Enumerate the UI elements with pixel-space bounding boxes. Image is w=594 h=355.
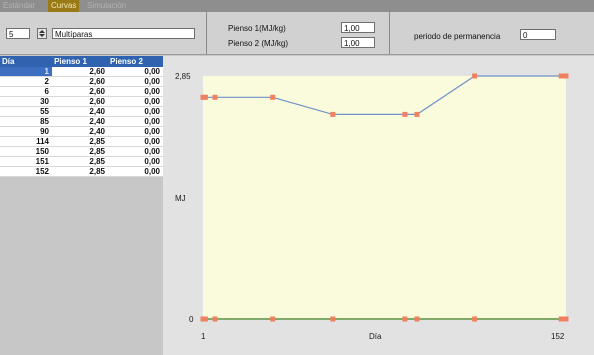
column-header-dia[interactable]: Día xyxy=(2,57,15,66)
table-row[interactable]: 1 2,60 0,00 xyxy=(0,67,163,77)
data-point-marker[interactable] xyxy=(414,111,420,117)
table-row[interactable]: 2 2,60 0,00 xyxy=(0,77,163,87)
cell-pienso1[interactable]: 2,60 xyxy=(89,87,105,96)
cell-dia[interactable]: 150 xyxy=(35,147,49,156)
table-row[interactable]: 151 2,85 0,00 xyxy=(0,157,163,167)
x-tick-max: 152 xyxy=(551,332,565,341)
cell-dia[interactable]: 30 xyxy=(40,97,49,106)
cell-pienso1[interactable]: 2,60 xyxy=(89,97,105,106)
cell-dia[interactable]: 2 xyxy=(44,77,49,86)
curve-count-stepper[interactable] xyxy=(37,28,47,39)
periodo-label: periodo de permanencia xyxy=(414,32,501,41)
cell-dia[interactable]: 90 xyxy=(40,127,49,136)
x-axis-label: Día xyxy=(369,332,382,341)
curve-count-field[interactable]: 5 xyxy=(6,28,30,39)
cell-dia[interactable]: 1 xyxy=(0,67,52,76)
y-tick-min: 0 xyxy=(189,315,194,324)
cell-pienso2[interactable]: 0,00 xyxy=(144,137,160,146)
table-row[interactable]: 152 2,85 0,00 xyxy=(0,167,163,177)
y-tick-max: 2,85 xyxy=(175,72,191,81)
data-point-marker[interactable] xyxy=(402,316,408,322)
data-point-marker[interactable] xyxy=(472,316,478,322)
cell-pienso2[interactable]: 0,00 xyxy=(144,107,160,116)
data-point-marker[interactable] xyxy=(202,94,208,100)
data-point-marker[interactable] xyxy=(414,316,420,322)
y-axis-label: MJ xyxy=(175,194,186,203)
table-header: Día Pienso 1 Pienso 2 xyxy=(0,56,163,67)
tab-simulacion[interactable]: Simulación xyxy=(87,1,127,10)
cell-pienso2[interactable]: 0,00 xyxy=(144,97,160,106)
cell-pienso1[interactable]: 2,85 xyxy=(89,167,105,176)
cell-pienso2[interactable]: 0,00 xyxy=(144,147,160,156)
cell-pienso2[interactable]: 0,00 xyxy=(144,87,160,96)
cell-pienso1[interactable]: 2,60 xyxy=(89,77,105,86)
pienso1-label: Pienso 1(MJ/kg) xyxy=(228,24,286,33)
data-point-marker[interactable] xyxy=(270,316,276,322)
cell-pienso1[interactable]: 2,40 xyxy=(89,127,105,136)
curve-name-field[interactable]: Multíparas xyxy=(52,28,195,39)
tab-estandar[interactable]: Estándar xyxy=(3,1,36,10)
column-header-pienso1[interactable]: Pienso 1 xyxy=(54,57,87,66)
cell-pienso2[interactable]: 0,00 xyxy=(144,117,160,126)
table-row[interactable]: 55 2,40 0,00 xyxy=(0,107,163,117)
cell-dia[interactable]: 85 xyxy=(40,117,49,126)
table-row[interactable]: 90 2,40 0,00 xyxy=(0,127,163,137)
data-point-marker[interactable] xyxy=(472,73,478,79)
data-point-marker[interactable] xyxy=(402,111,408,117)
data-point-marker[interactable] xyxy=(563,73,569,79)
toolbar-divider xyxy=(389,12,390,54)
table-row[interactable]: 30 2,60 0,00 xyxy=(0,97,163,107)
pienso2-energy-field[interactable]: 1,00 xyxy=(341,37,375,48)
data-point-marker[interactable] xyxy=(270,94,276,100)
toolbar-divider xyxy=(206,12,207,54)
cell-pienso2[interactable]: 0,00 xyxy=(144,67,160,76)
cell-dia[interactable]: 114 xyxy=(36,137,49,146)
table-row[interactable]: 85 2,40 0,00 xyxy=(0,117,163,127)
cell-pienso2[interactable]: 0,00 xyxy=(144,77,160,86)
cell-pienso1[interactable]: 2,85 xyxy=(89,137,105,146)
table-row[interactable]: 150 2,85 0,00 xyxy=(0,147,163,157)
pienso2-label: Pienso 2 (MJ/kg) xyxy=(228,39,289,48)
data-point-marker[interactable] xyxy=(212,316,218,322)
data-point-marker[interactable] xyxy=(563,316,569,322)
cell-pienso2[interactable]: 0,00 xyxy=(144,127,160,136)
cell-pienso1[interactable]: 2,40 xyxy=(89,107,105,116)
tab-curvas[interactable]: Curvas xyxy=(48,0,80,12)
cell-pienso2[interactable]: 0,00 xyxy=(144,157,160,166)
plot-area xyxy=(203,76,566,319)
pienso1-energy-field[interactable]: 1,00 xyxy=(341,22,375,33)
cell-dia[interactable]: 151 xyxy=(35,157,49,166)
cell-pienso1[interactable]: 2,85 xyxy=(89,157,105,166)
table-body: 1 2,60 0,00 2 2,60 0,00 6 2,60 0,00 30 2,60 0,00 55 2… xyxy=(0,67,163,177)
column-header-pienso2[interactable]: Pienso 2 xyxy=(110,57,143,66)
table-row[interactable]: 114 2,85 0,00 xyxy=(0,137,163,147)
stepper-arrows-icon xyxy=(39,30,45,37)
cell-pienso2[interactable]: 0,00 xyxy=(144,167,160,176)
cell-dia[interactable]: 55 xyxy=(40,107,49,116)
data-point-marker[interactable] xyxy=(330,111,336,117)
x-tick-min: 1 xyxy=(201,332,206,341)
data-point-marker[interactable] xyxy=(202,316,208,322)
periodo-field[interactable]: 0 xyxy=(520,29,556,40)
curve-table: Día Pienso 1 Pienso 2 1 2,60 0,00 2 2,60 0,00… xyxy=(0,56,163,177)
table-row[interactable]: 6 2,60 0,00 xyxy=(0,87,163,97)
data-point-marker[interactable] xyxy=(212,94,218,100)
tab-bar: Estándar Curvas Simulación xyxy=(0,0,594,12)
cell-dia[interactable]: 6 xyxy=(44,87,49,96)
cell-pienso1[interactable]: 2,60 xyxy=(89,67,105,76)
curve-chart: 2,85 0 MJ 1 152 Día xyxy=(163,56,594,355)
cell-pienso1[interactable]: 2,85 xyxy=(89,147,105,156)
data-point-marker[interactable] xyxy=(330,316,336,322)
series-layer xyxy=(200,73,569,322)
cell-pienso1[interactable]: 2,40 xyxy=(89,117,105,126)
cell-dia[interactable]: 152 xyxy=(35,167,49,176)
